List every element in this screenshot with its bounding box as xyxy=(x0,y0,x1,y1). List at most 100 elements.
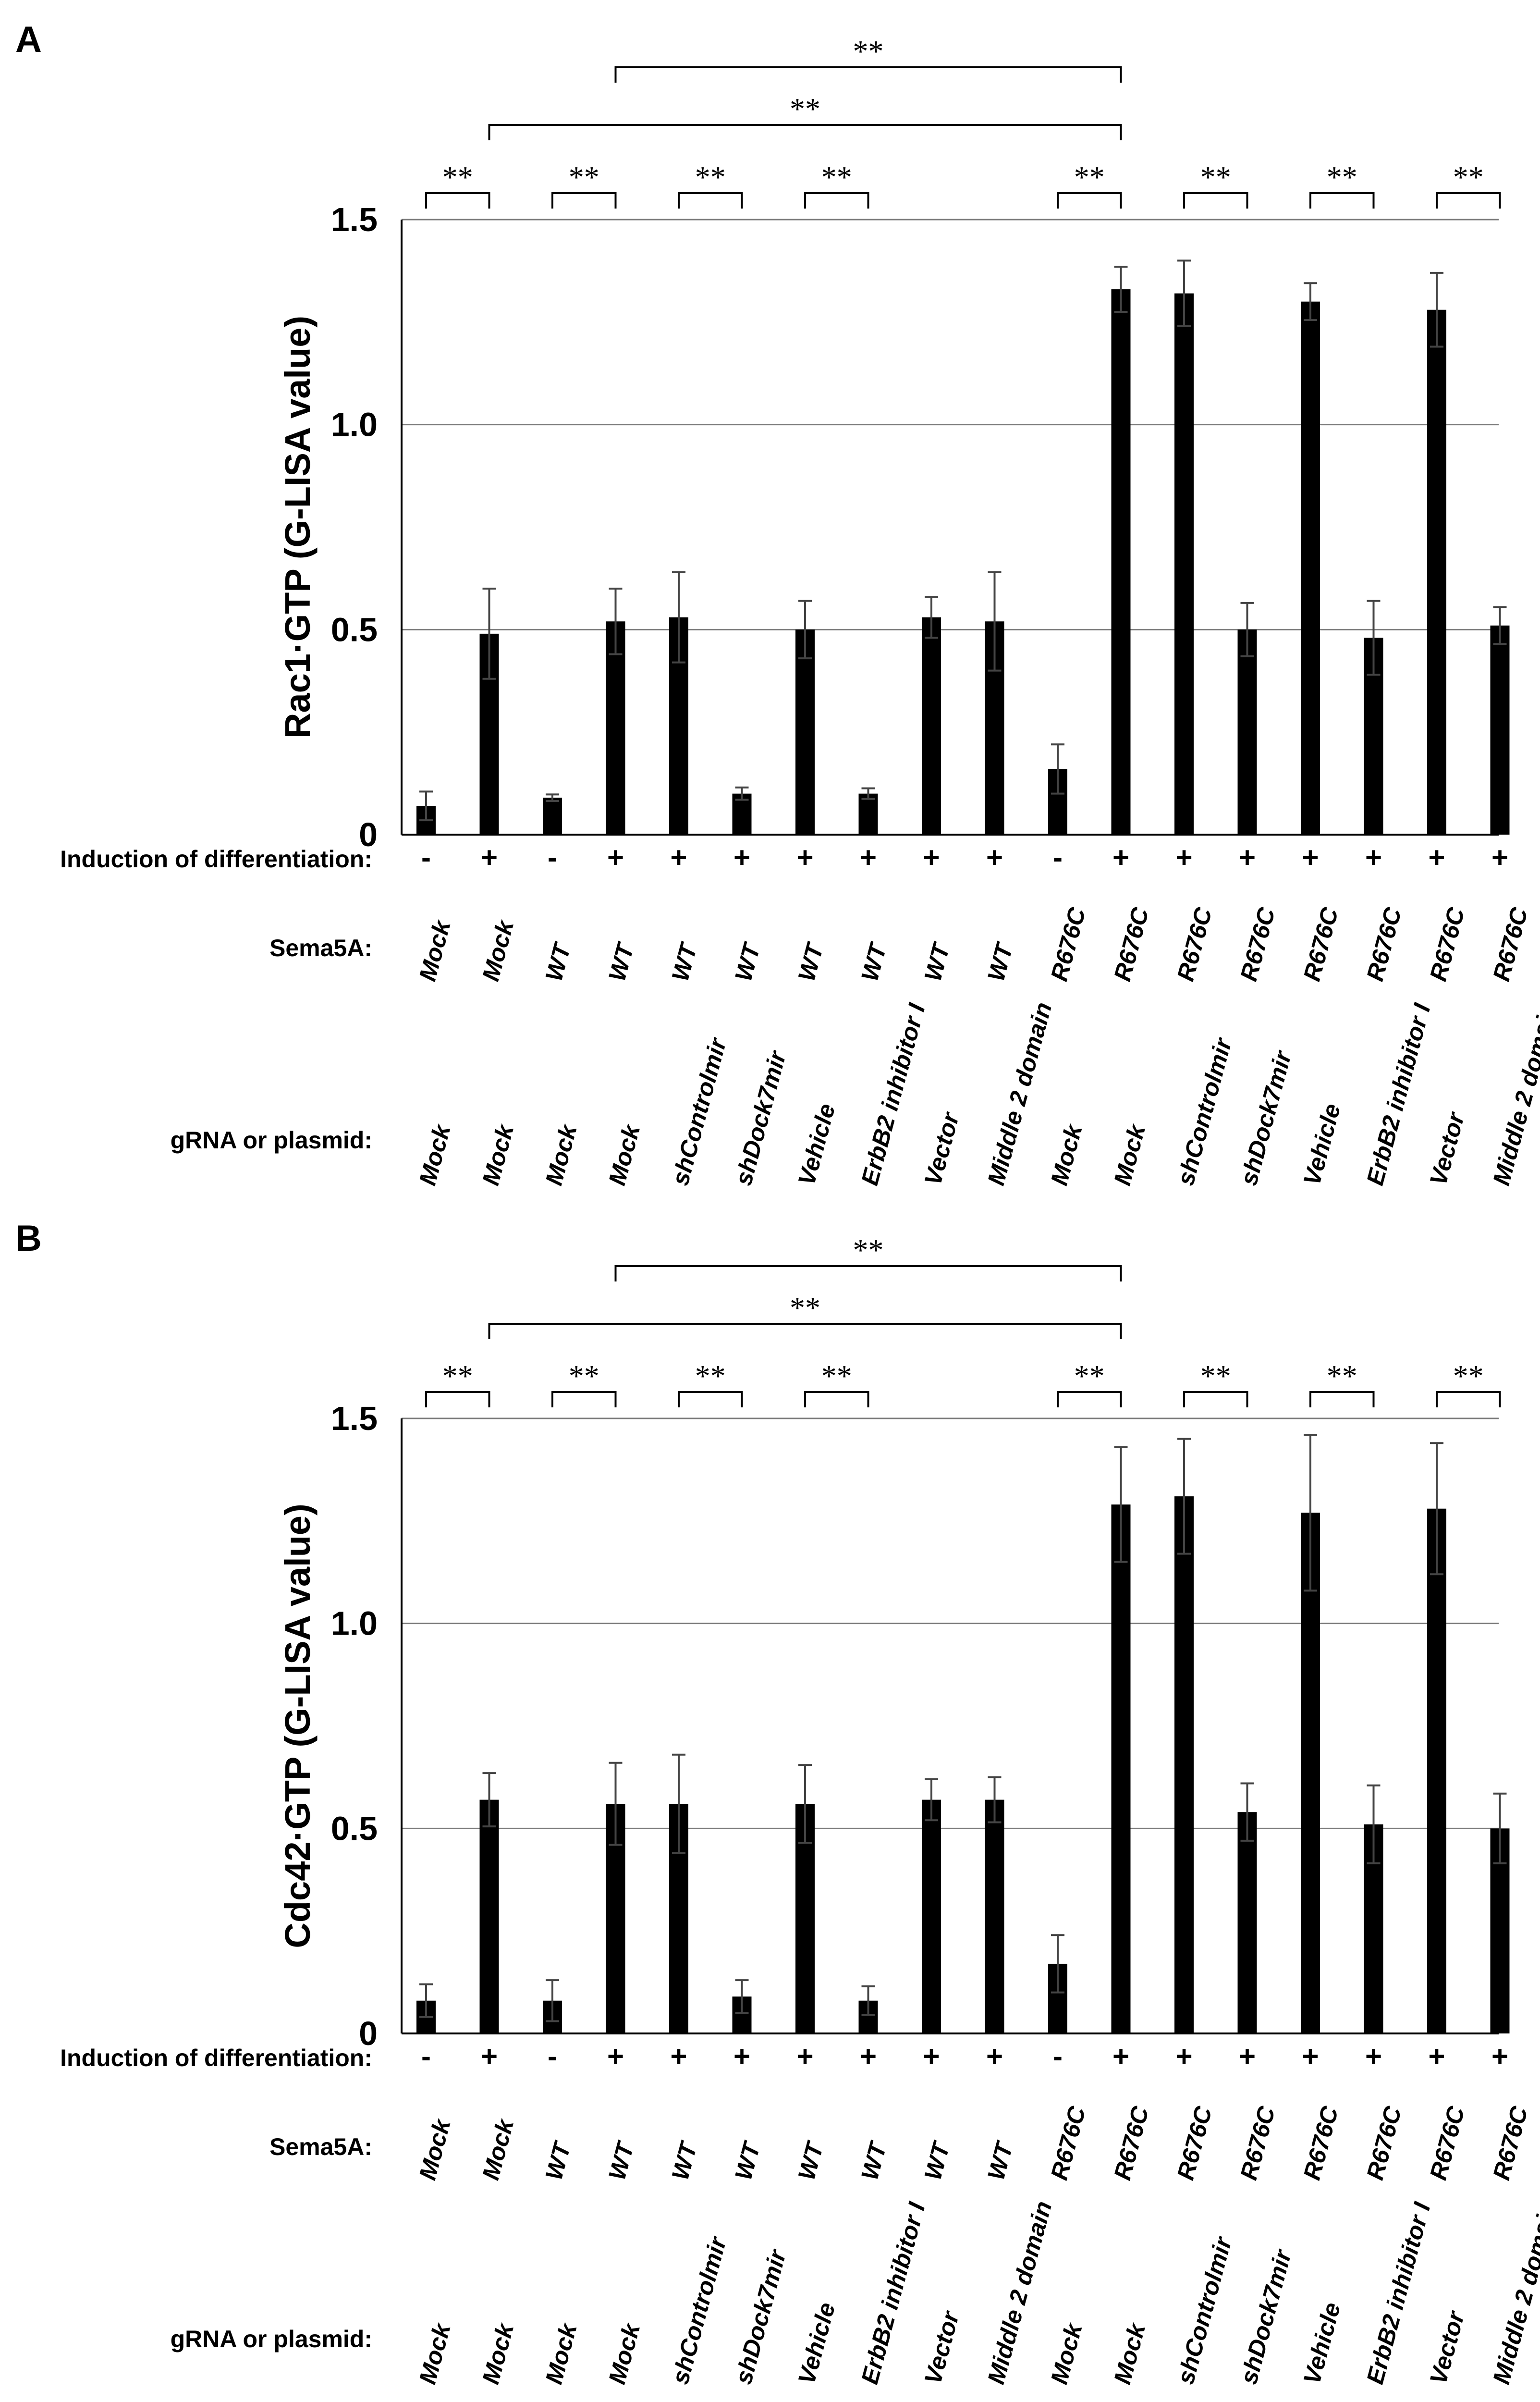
significance-bracket xyxy=(488,1323,1122,1339)
y-tick-label: 1.5 xyxy=(331,201,378,238)
induction-marker: + xyxy=(1428,2040,1445,2072)
sema5a-label: R676C xyxy=(1046,904,1091,984)
significance-stars: ** xyxy=(569,160,599,194)
significance-bracket xyxy=(551,1391,617,1407)
induction-marker: + xyxy=(607,2040,624,2072)
induction-marker: - xyxy=(421,841,431,874)
sema5a-label: R676C xyxy=(1361,2103,1407,2183)
significance-stars: ** xyxy=(1200,160,1231,194)
sema5a-label: R676C xyxy=(1235,904,1281,984)
bar xyxy=(1427,1508,1446,2033)
induction-marker: + xyxy=(923,2040,940,2072)
grna-label: Mock xyxy=(414,2320,456,2387)
induction-marker: - xyxy=(548,2040,557,2072)
sema5a-label: R676C xyxy=(1298,904,1344,984)
grna-label: Vehicle xyxy=(793,2300,841,2387)
grna-label: Mock xyxy=(603,2320,646,2387)
significance-stars: ** xyxy=(821,1359,852,1393)
grna-label: ErbB2 inhibitor I xyxy=(1361,1000,1436,1188)
grna-label: ErbB2 inhibitor I xyxy=(856,1000,930,1188)
grna-label: shControlmir xyxy=(1172,2233,1237,2387)
induction-marker: + xyxy=(860,841,877,874)
grna-label: Mock xyxy=(540,2320,583,2387)
grna-label: Mock xyxy=(1046,1121,1088,1188)
significance-stars: ** xyxy=(821,160,852,194)
induction-marker: - xyxy=(548,841,557,874)
bar xyxy=(1237,629,1257,835)
significance-bracket xyxy=(1057,192,1122,209)
grna-label: Mock xyxy=(1109,2320,1151,2387)
y-tick-label: 0 xyxy=(359,2015,378,2052)
sema5a-label: WT xyxy=(919,939,955,984)
significance-stars: ** xyxy=(790,1291,820,1325)
significance-bracket xyxy=(1309,192,1375,209)
grna-label: Vehicle xyxy=(793,1101,841,1188)
grna-label: Mock xyxy=(603,1121,646,1188)
induction-marker: + xyxy=(733,2040,750,2072)
induction-marker: + xyxy=(796,2040,813,2072)
significance-stars: ** xyxy=(1453,160,1484,194)
sema5a-label: R676C xyxy=(1046,2103,1091,2183)
grna-label: shDock7mir xyxy=(1235,1047,1297,1188)
grna-row-label: gRNA or plasmid: xyxy=(171,2326,372,2353)
sema5a-label: R676C xyxy=(1425,904,1470,984)
bar xyxy=(1490,625,1510,835)
y-tick-label: 1.0 xyxy=(331,406,378,443)
significance-bracket xyxy=(488,124,1122,140)
bar xyxy=(795,629,815,835)
bar xyxy=(922,617,941,835)
bar xyxy=(985,1799,1004,2033)
panel-label: A xyxy=(15,19,42,60)
significance-bracket xyxy=(425,192,490,209)
induction-marker: + xyxy=(1112,841,1129,874)
sema5a-label: WT xyxy=(793,939,829,984)
sema5a-label: R676C xyxy=(1235,2103,1281,2183)
grna-label: Mock xyxy=(1109,1121,1151,1188)
sema5a-label: R676C xyxy=(1488,904,1533,984)
sema5a-label: WT xyxy=(540,2138,576,2183)
significance-stars: ** xyxy=(569,1359,599,1393)
grna-label: Vector xyxy=(1425,1109,1470,1188)
panel-label: B xyxy=(15,1218,42,1259)
sema5a-label: Mock xyxy=(414,2116,456,2183)
bar xyxy=(1174,1496,1194,2033)
grna-row-label: gRNA or plasmid: xyxy=(171,1127,372,1154)
grna-label: shControlmir xyxy=(667,1035,732,1188)
bar xyxy=(1301,1513,1320,2033)
bar xyxy=(1174,293,1194,835)
induction-marker: + xyxy=(481,841,498,874)
induction-marker: + xyxy=(1365,841,1382,874)
induction-marker: + xyxy=(1175,2040,1192,2072)
sema5a-label: R676C xyxy=(1298,2103,1344,2183)
significance-bracket xyxy=(1436,192,1501,209)
induction-marker: + xyxy=(1239,841,1256,874)
bar xyxy=(479,1799,499,2033)
induction-marker: + xyxy=(1491,2040,1508,2072)
sema5a-label: Mock xyxy=(477,2116,519,2183)
bar xyxy=(922,1799,941,2033)
induction-marker: - xyxy=(1053,841,1063,874)
sema5a-label: R676C xyxy=(1172,904,1218,984)
sema5a-label: WT xyxy=(540,939,576,984)
induction-marker: + xyxy=(796,841,813,874)
significance-stars: ** xyxy=(1200,1359,1231,1393)
significance-stars: ** xyxy=(1453,1359,1484,1393)
grna-label: Mock xyxy=(477,2320,519,2387)
bar xyxy=(606,621,625,835)
sema5a-label: WT xyxy=(730,939,766,984)
sema5a-label: WT xyxy=(856,939,892,984)
induction-marker: - xyxy=(1053,2040,1063,2072)
grna-label: Mock xyxy=(414,1121,456,1188)
significance-bracket xyxy=(1436,1391,1501,1407)
sema5a-label: R676C xyxy=(1172,2103,1218,2183)
significance-bracket xyxy=(804,192,869,209)
sema5a-label: WT xyxy=(667,2138,703,2183)
induction-marker: + xyxy=(670,841,687,874)
grna-label: shControlmir xyxy=(1172,1035,1237,1188)
induction-marker: - xyxy=(421,2040,431,2072)
grna-label: Middle 2 domain xyxy=(1488,2198,1540,2387)
grna-label: Middle 2 domain xyxy=(982,2198,1057,2387)
grna-label: Mock xyxy=(477,1121,519,1188)
y-tick-label: 1.5 xyxy=(331,1400,378,1437)
grna-label: Middle 2 domain xyxy=(982,999,1057,1188)
